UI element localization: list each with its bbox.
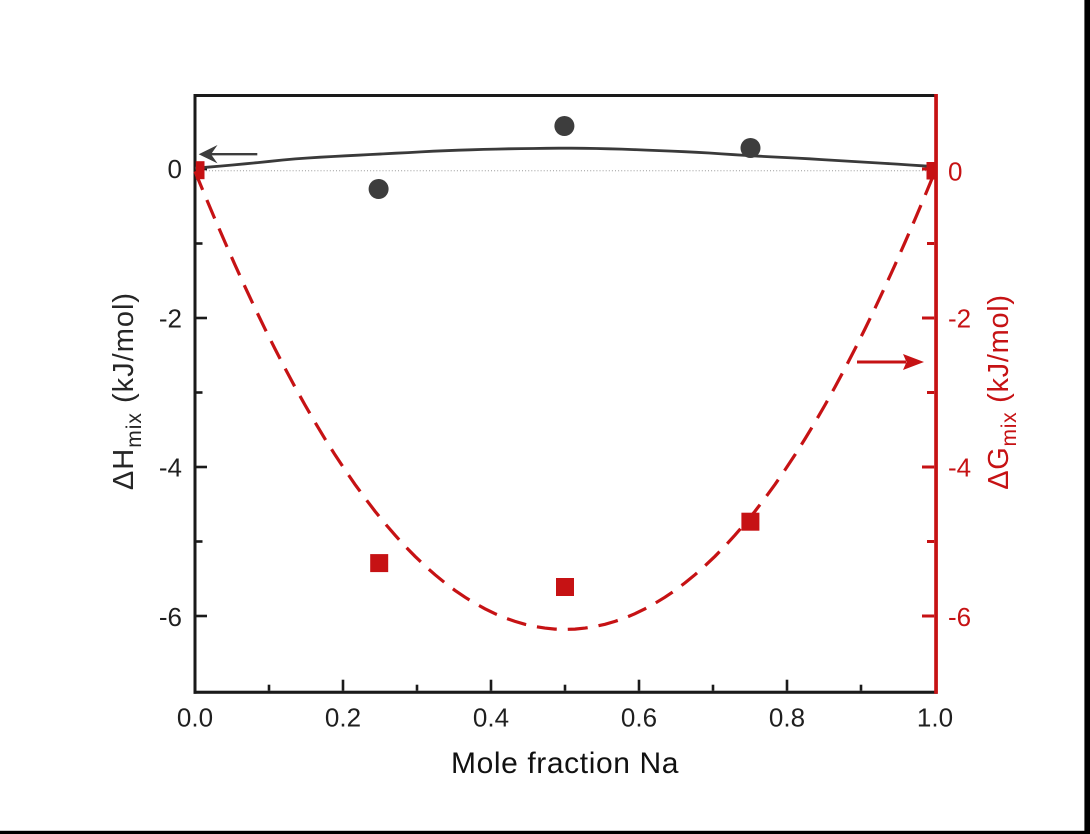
svg-text:0.8: 0.8 — [769, 703, 805, 733]
svg-text:Mole fraction Na: Mole fraction Na — [451, 747, 679, 780]
svg-text:0.0: 0.0 — [177, 703, 213, 733]
svg-text:ΔHmix (kJ/mol): ΔHmix (kJ/mol) — [108, 292, 146, 490]
svg-text:0.6: 0.6 — [621, 703, 657, 733]
svg-text:0: 0 — [168, 154, 182, 184]
svg-text:-6: -6 — [948, 602, 971, 632]
svg-text:-2: -2 — [159, 304, 182, 334]
svg-text:0.2: 0.2 — [325, 703, 361, 733]
svg-text:0.4: 0.4 — [473, 703, 509, 733]
svg-text:ΔGmix (kJ/mol): ΔGmix (kJ/mol) — [983, 294, 1021, 490]
svg-text:-4: -4 — [948, 453, 971, 483]
svg-text:-6: -6 — [159, 602, 182, 632]
svg-text:-4: -4 — [159, 453, 182, 483]
svg-text:1.0: 1.0 — [917, 703, 953, 733]
svg-text:-2: -2 — [948, 304, 971, 334]
svg-text:0: 0 — [948, 157, 962, 187]
